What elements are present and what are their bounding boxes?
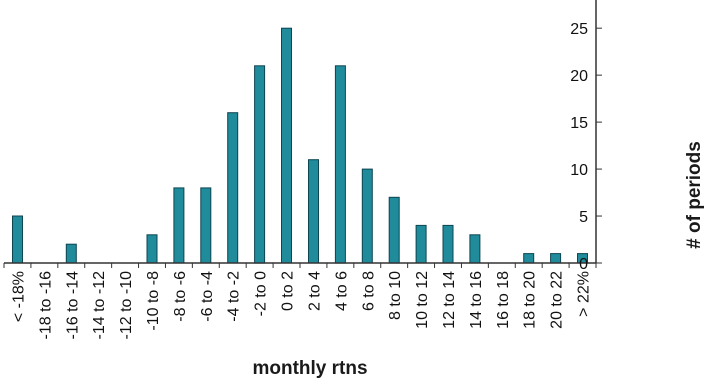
x-tick-label-19: 18 to 20 bbox=[522, 271, 539, 329]
x-tick-label-20: 20 to 22 bbox=[549, 271, 566, 329]
bar-7 bbox=[200, 187, 212, 264]
y-tick-label-1: 5 bbox=[579, 209, 588, 226]
bar-16 bbox=[442, 224, 454, 264]
x-tick-label-21: > 22% bbox=[576, 271, 593, 317]
y-axis-title: # of periods bbox=[684, 141, 705, 249]
x-tick-label-12: 4 to 6 bbox=[333, 271, 350, 311]
x-tick-label-0: < -18% bbox=[11, 271, 28, 322]
bar-8 bbox=[227, 112, 239, 264]
bar-2 bbox=[65, 243, 77, 264]
bar-14 bbox=[388, 196, 400, 264]
bar-20 bbox=[550, 253, 562, 264]
bar-17 bbox=[469, 234, 481, 264]
y-tick-label-4: 20 bbox=[570, 68, 588, 85]
x-tick-label-16: 12 to 14 bbox=[441, 271, 458, 329]
x-tick-label-2: -16 to -14 bbox=[64, 271, 81, 340]
x-tick-label-17: 14 to 16 bbox=[468, 271, 485, 329]
x-tick-label-18: 16 to 18 bbox=[495, 271, 512, 329]
bar-15 bbox=[415, 224, 427, 264]
x-tick-label-6: -8 to -6 bbox=[172, 271, 189, 322]
x-tick-label-10: 0 to 2 bbox=[280, 271, 297, 311]
bar-12 bbox=[334, 65, 346, 264]
x-tick-label-8: -4 to -2 bbox=[226, 271, 243, 322]
bars-group bbox=[12, 27, 588, 264]
y-tick-label-2: 10 bbox=[570, 162, 588, 179]
x-tick-label-7: -6 to -4 bbox=[199, 271, 216, 322]
bar-9 bbox=[254, 65, 266, 264]
x-axis: < -18% -18 to -16 -16 to -14 -14 to -12 -12 … bbox=[3, 262, 597, 340]
x-axis-title: monthly rtns bbox=[252, 358, 367, 379]
bar-13 bbox=[361, 168, 373, 264]
bar-5 bbox=[146, 234, 158, 264]
x-tick-label-3: -14 to -12 bbox=[91, 271, 108, 340]
y-axis: 0 5 10 15 20 25 bbox=[570, 0, 602, 273]
y-tick-label-3: 15 bbox=[570, 115, 588, 132]
y-tick-label-5: 25 bbox=[570, 21, 588, 38]
x-tick-label-13: 6 to 8 bbox=[360, 271, 377, 311]
x-tick-label-15: 10 to 12 bbox=[414, 271, 431, 329]
bar-10 bbox=[281, 27, 292, 264]
x-tick-label-11: 2 to 4 bbox=[307, 271, 324, 311]
x-tick-label-1: -18 to -16 bbox=[37, 271, 54, 340]
x-tick-label-5: -10 to -8 bbox=[145, 271, 162, 331]
y-tick-label-0: 0 bbox=[579, 256, 588, 273]
bar-0 bbox=[12, 215, 23, 264]
x-tick-label-9: -2 to 0 bbox=[253, 271, 270, 316]
bar-11 bbox=[308, 159, 319, 264]
x-tick-label-4: -12 to -10 bbox=[118, 271, 135, 340]
bar-19 bbox=[523, 253, 535, 264]
x-tick-label-14: 8 to 10 bbox=[387, 271, 404, 320]
bar-6 bbox=[173, 187, 185, 264]
